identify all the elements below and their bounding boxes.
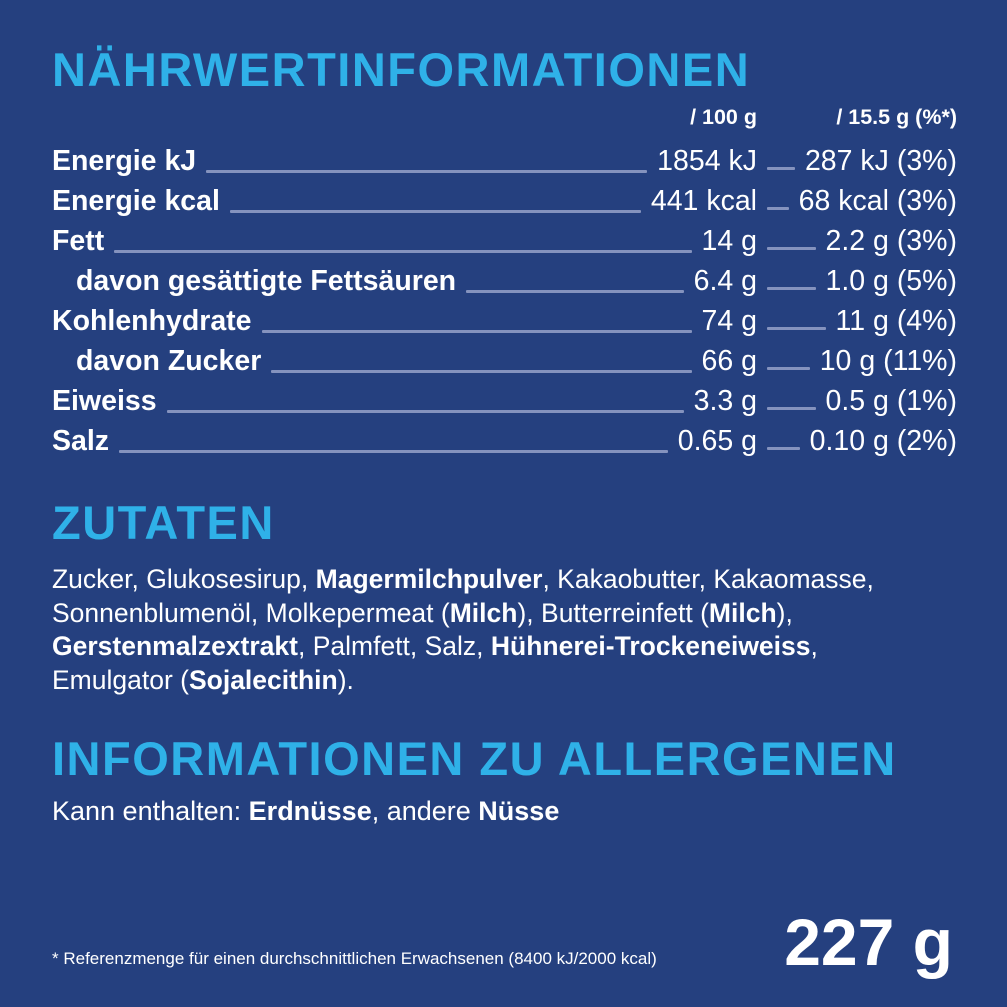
table-row-kohlenhydrate: Kohlenhydrate 74 g 11 g (4%) bbox=[52, 301, 957, 341]
table-row-fett: Fett 14 g 2.2 g (3%) bbox=[52, 221, 957, 261]
text-segment: , Emulgator ( bbox=[52, 631, 818, 695]
row-value-per-portion: 1.0 g (5%) bbox=[825, 264, 957, 297]
row-value-per-100g: 3.3 g bbox=[693, 384, 757, 417]
table-row-energie-kcal: Energie kcal 441 kcal 68 kcal (3%) bbox=[52, 181, 957, 221]
leader-line bbox=[166, 410, 684, 413]
table-row-zucker: davon Zucker 66 g 10 g (11%) bbox=[52, 341, 957, 381]
leader-line bbox=[271, 370, 692, 373]
leader-line bbox=[767, 206, 789, 210]
emphasized-text-segment: Milch bbox=[449, 597, 518, 628]
leader-line bbox=[206, 170, 648, 173]
column-header-per-portion: / 15.5 g (%*) bbox=[836, 105, 957, 129]
emphasized-text-segment: Hühnerei-Trockeneiweiss bbox=[490, 631, 811, 661]
text-segment: Zucker, Glukosesirup, bbox=[52, 564, 316, 594]
leader-line bbox=[119, 450, 668, 453]
emphasized-text-segment: Milch bbox=[708, 597, 777, 628]
row-value-per-portion: 0.5 g (1%) bbox=[825, 384, 957, 417]
row-label: Kohlenhydrate bbox=[52, 304, 252, 337]
emphasized-text-segment: Sojalecithin bbox=[188, 664, 338, 695]
row-portion-cell: 2.2 g (3%) bbox=[757, 225, 957, 258]
leader-line bbox=[767, 326, 826, 330]
text-segment: Kann enthalten: bbox=[52, 796, 249, 826]
row-portion-cell: 287 kJ (3%) bbox=[757, 145, 957, 178]
row-label: Energie kJ bbox=[52, 144, 197, 177]
row-label: Energie kcal bbox=[52, 184, 220, 217]
row-value-per-100g: 0.65 g bbox=[677, 424, 757, 457]
leader-line bbox=[229, 210, 641, 213]
emphasized-text-segment: Gerstenmalzextrakt bbox=[52, 631, 298, 661]
row-portion-cell: 1.0 g (5%) bbox=[757, 265, 957, 298]
row-value-per-100g: 1854 kJ bbox=[657, 144, 757, 177]
row-value-per-100g: 6.4 g bbox=[693, 264, 757, 297]
row-label: Eiweiss bbox=[52, 384, 157, 417]
table-row-eiweiss: Eiweiss 3.3 g 0.5 g (1%) bbox=[52, 381, 957, 421]
allergens-text: Kann enthalten: Erdnüsse, andere Nüsse bbox=[52, 795, 957, 828]
ingredients-title: ZUTATEN bbox=[52, 496, 275, 549]
table-header-row: / 100 g / 15.5 g (%*) bbox=[52, 105, 957, 133]
nutrition-rows: Energie kJ 1854 kJ 287 kJ (3%) Energie k… bbox=[52, 141, 957, 461]
text-segment: ), Butterreinfett ( bbox=[517, 597, 709, 628]
row-value-per-100g: 14 g bbox=[701, 224, 757, 257]
row-value-per-portion: 0.10 g (2%) bbox=[809, 424, 957, 457]
row-portion-cell: 11 g (4%) bbox=[757, 305, 957, 338]
leader-line bbox=[767, 366, 810, 370]
row-label: Salz bbox=[52, 424, 110, 457]
reference-footnote: * Referenzmenge für einen durchschnittli… bbox=[52, 949, 657, 968]
text-segment: ), bbox=[776, 597, 793, 628]
emphasized-text-segment: Erdnüsse bbox=[248, 796, 372, 826]
allergens-title: INFORMATIONEN ZU ALLERGENEN bbox=[52, 732, 897, 785]
row-value-per-portion: 68 kcal (3%) bbox=[798, 184, 957, 217]
row-portion-cell: 10 g (11%) bbox=[757, 345, 957, 378]
row-value-per-portion: 287 kJ (3%) bbox=[804, 144, 957, 177]
column-header-per-100g: / 100 g bbox=[690, 105, 757, 129]
row-label: davon gesättigte Fettsäuren bbox=[76, 264, 457, 297]
emphasized-text-segment: Magermilchpulver bbox=[315, 564, 543, 594]
leader-line bbox=[114, 250, 692, 253]
row-value-per-portion: 10 g (11%) bbox=[819, 344, 957, 377]
table-row-salz: Salz 0.65 g 0.10 g (2%) bbox=[52, 421, 957, 461]
row-value-per-100g: 441 kcal bbox=[650, 184, 757, 217]
text-segment: , Palmfett, Salz, bbox=[297, 631, 491, 661]
row-label: davon Zucker bbox=[76, 344, 262, 377]
ingredients-text: Zucker, Glukosesirup, Magermilchpulver, … bbox=[52, 563, 882, 697]
row-value-per-100g: 66 g bbox=[701, 344, 757, 377]
table-row-energie-kj: Energie kJ 1854 kJ 287 kJ (3%) bbox=[52, 141, 957, 181]
row-label: Fett bbox=[52, 224, 105, 257]
text-segment: , andere bbox=[371, 796, 479, 826]
leader-line bbox=[767, 246, 816, 250]
leader-line bbox=[767, 166, 795, 170]
leader-line bbox=[261, 330, 692, 333]
table-row-gesaettigte-fettsaeuren: davon gesättigte Fettsäuren 6.4 g 1.0 g … bbox=[52, 261, 957, 301]
text-segment: ). bbox=[337, 664, 354, 695]
row-portion-cell: 68 kcal (3%) bbox=[757, 185, 957, 218]
row-portion-cell: 0.5 g (1%) bbox=[757, 385, 957, 418]
row-portion-cell: 0.10 g (2%) bbox=[757, 425, 957, 458]
leader-line bbox=[767, 446, 800, 450]
leader-line bbox=[767, 286, 816, 290]
row-value-per-100g: 74 g bbox=[701, 304, 757, 337]
leader-line bbox=[767, 406, 816, 410]
emphasized-text-segment: Nüsse bbox=[478, 796, 560, 826]
row-value-per-portion: 11 g (4%) bbox=[835, 304, 957, 337]
row-value-per-portion: 2.2 g (3%) bbox=[825, 224, 957, 257]
nutrition-table: / 100 g / 15.5 g (%*) Energie kJ 1854 kJ… bbox=[52, 105, 957, 461]
text-segment: , Kakaobutter, Kakaomasse, Sonnenblumenö… bbox=[52, 564, 874, 628]
net-weight: 227 g bbox=[784, 905, 953, 979]
leader-line bbox=[466, 290, 684, 293]
nutrition-title: NÄHRWERTINFORMATIONEN bbox=[52, 43, 751, 96]
